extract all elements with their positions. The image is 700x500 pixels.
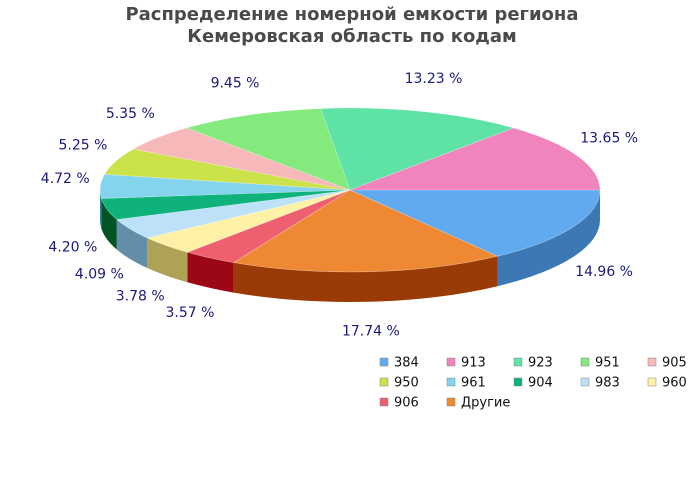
- pie-slice-другие: [232, 189, 499, 273]
- legend-label-906: 906: [394, 396, 419, 411]
- pie-label-384: 14.96 %: [575, 264, 633, 280]
- pie-tops: [99, 107, 601, 273]
- pie-slice-950: [104, 148, 351, 191]
- legend-label-960: 960: [662, 376, 687, 391]
- pie-label-904: 4.20 %: [48, 240, 97, 256]
- pie-label-951: 9.45 %: [211, 75, 260, 91]
- pie-side-384: [497, 190, 600, 287]
- pie-label-960: 3.78 %: [116, 288, 165, 304]
- legend-label-384: 384: [394, 356, 419, 371]
- pie-slice-384: [349, 189, 601, 257]
- chart-title-line-2: Кемеровская область по кодам: [187, 26, 516, 47]
- pie-slice-923: [320, 107, 515, 191]
- legend-swatch-960: [647, 377, 657, 387]
- legend-label-983: 983: [595, 376, 620, 391]
- legend-label-951: 951: [595, 356, 620, 371]
- pie-label-923: 13.23 %: [405, 71, 463, 87]
- pie-side-961: [100, 190, 102, 229]
- legend: 384 913 923 951 905 950 961 904 983 960 906 Другие: [379, 356, 687, 411]
- legend-label-905: 905: [662, 356, 687, 371]
- legend-swatch-384: [379, 357, 389, 367]
- legend-swatch-906: [379, 397, 389, 407]
- legend-swatch-923: [513, 357, 523, 367]
- pie-side-904: [101, 198, 117, 250]
- legend-label-другие: Другие: [461, 396, 510, 411]
- pie-slice-961: [99, 173, 351, 199]
- pie-side-906: [187, 252, 234, 293]
- legend-swatch-905: [647, 357, 657, 367]
- pie-label-983: 4.09 %: [75, 266, 124, 282]
- pie-side-другие: [233, 256, 498, 302]
- pie-side-983: [116, 219, 148, 268]
- pie-slice-905: [132, 127, 351, 191]
- pie-slice-913: [349, 127, 601, 191]
- legend-swatch-951: [580, 357, 590, 367]
- pie-slice-960: [146, 189, 351, 253]
- legend-swatch-950: [379, 377, 389, 387]
- pie-label-950: 5.25 %: [59, 138, 108, 154]
- legend-swatch-другие: [446, 397, 456, 407]
- legend-label-913: 913: [461, 356, 486, 371]
- legend-label-950: 950: [394, 376, 419, 391]
- pie-slice-951: [185, 108, 351, 191]
- legend-label-923: 923: [528, 356, 553, 371]
- legend-swatch-983: [580, 377, 590, 387]
- pie-label-913: 13.65 %: [580, 130, 638, 146]
- pie-sides: [100, 190, 600, 302]
- legend-label-904: 904: [528, 376, 553, 391]
- pie-slice-904: [100, 189, 351, 220]
- chart-title-line-1: Распределение номерной емкости региона: [125, 4, 578, 25]
- pie-label-другие: 17.74 %: [342, 324, 400, 340]
- pie-side-960: [147, 237, 188, 283]
- legend-label-961: 961: [461, 376, 486, 391]
- legend-swatch-913: [446, 357, 456, 367]
- pie-label-906: 3.57 %: [166, 305, 215, 321]
- legend-swatch-961: [446, 377, 456, 387]
- legend-swatch-904: [513, 377, 523, 387]
- pie-label-905: 5.35 %: [106, 106, 155, 122]
- pie-label-961: 4.72 %: [41, 171, 90, 187]
- pie-slice-983: [116, 189, 351, 239]
- pie-slice-906: [186, 189, 351, 263]
- pie-labels: 14.96 % 17.74 % 3.57 %3.78 % 4.09 % 4.20 % 4.…: [41, 71, 638, 340]
